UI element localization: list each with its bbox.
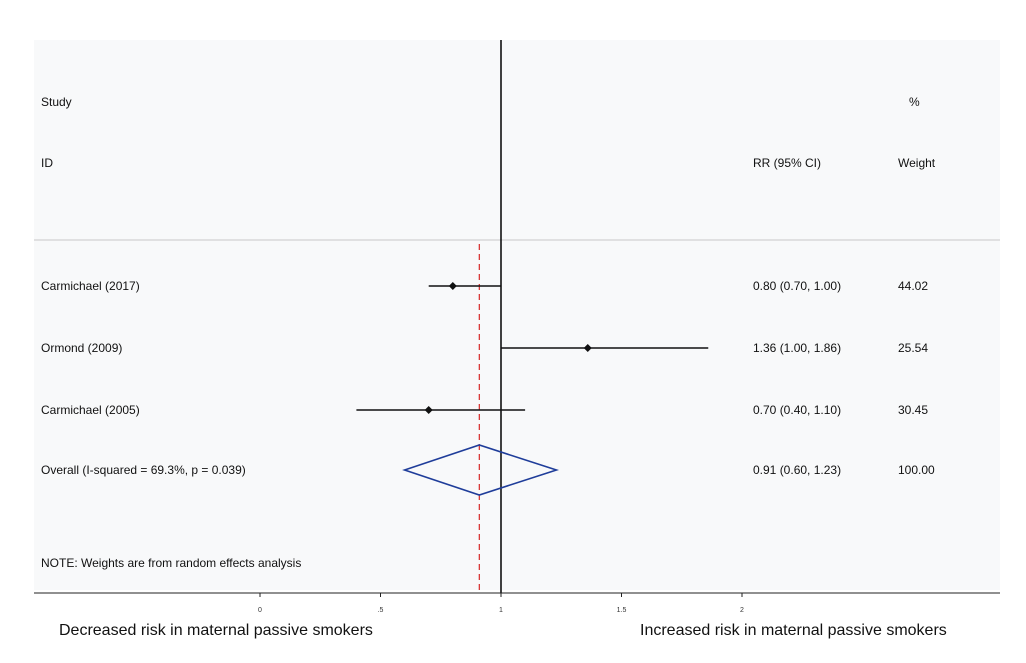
point-estimate-marker xyxy=(448,282,457,290)
left-direction-label: Decreased risk in maternal passive smoke… xyxy=(59,622,373,639)
ci-text: 1.36 (1.00, 1.86) xyxy=(753,341,841,355)
ci-text: 0.80 (0.70, 1.00) xyxy=(753,279,841,293)
right-direction-label: Increased risk in maternal passive smoke… xyxy=(640,622,947,639)
plot-panel xyxy=(34,40,1000,590)
overall-diamond xyxy=(402,444,560,496)
overall-row: Overall (I-squared = 69.3%, p = 0.039) 0.… xyxy=(41,444,935,496)
ci-text: 0.70 (0.40, 1.10) xyxy=(753,403,841,417)
x-tick-label: 1 xyxy=(499,607,503,614)
x-axis-ticks: 0 .5 1 1.5 2 xyxy=(258,593,744,614)
study-rows: Carmichael (2017) 0.80 (0.70, 1.00) 44.02 O… xyxy=(41,40,935,593)
study-row: Ormond (2009) 1.36 (1.00, 1.86) 25.54 xyxy=(41,341,928,355)
point-estimate-marker xyxy=(424,406,433,414)
overall-label: Overall (I-squared = 69.3%, p = 0.039) xyxy=(41,463,246,477)
x-tick-label: 2 xyxy=(740,607,744,614)
x-tick-label: 1.5 xyxy=(617,607,627,614)
x-tick-label: 0 xyxy=(258,607,262,614)
study-label: Ormond (2009) xyxy=(41,341,122,355)
study-label: Carmichael (2005) xyxy=(41,403,140,417)
header-study: Study xyxy=(41,95,72,109)
overall-weight-text: 100.00 xyxy=(898,463,935,477)
study-label: Carmichael (2017) xyxy=(41,279,140,293)
overall-ci-text: 0.91 (0.60, 1.23) xyxy=(753,463,841,477)
study-row: Carmichael (2017) 0.80 (0.70, 1.00) 44.02 xyxy=(41,279,928,293)
header-id: ID xyxy=(41,156,53,170)
weight-text: 44.02 xyxy=(898,279,928,293)
header-percent: % xyxy=(909,95,920,109)
weights-note: NOTE: Weights are from random effects an… xyxy=(41,556,301,570)
weight-text: 30.45 xyxy=(898,403,928,417)
header-estimate: RR (95% CI) xyxy=(753,156,821,170)
x-tick-label: .5 xyxy=(378,607,384,614)
point-estimate-marker xyxy=(583,344,592,352)
header-weight: Weight xyxy=(898,156,936,170)
study-row: Carmichael (2005) 0.70 (0.40, 1.10) 30.45 xyxy=(41,403,928,417)
weight-text: 25.54 xyxy=(898,341,928,355)
